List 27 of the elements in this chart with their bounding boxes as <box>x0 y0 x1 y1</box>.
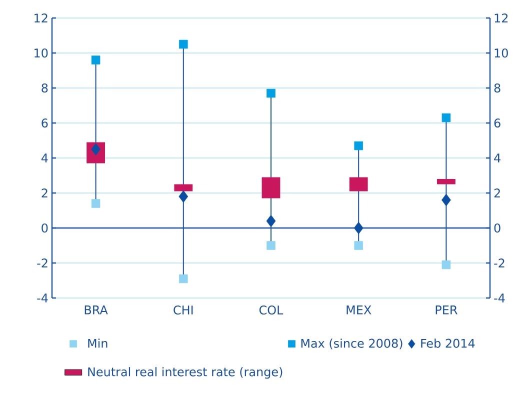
y2-tick-label: 2 <box>494 188 500 198</box>
y2-tick-label: 12 <box>494 14 508 22</box>
legend-label: Feb 2014 <box>421 338 475 348</box>
y2-tick-label: 10 <box>494 48 508 58</box>
y-tick-label: 6 <box>42 118 48 128</box>
x-tick-label: MEX <box>346 306 372 314</box>
y-tick-label: 0 <box>42 223 48 233</box>
legend-label: Max (since 2008) <box>301 338 402 350</box>
y-tick-label: 8 <box>42 83 48 93</box>
y2-tick-label: 8 <box>494 83 500 93</box>
x-tick-label: BRA <box>84 306 108 314</box>
y-tick-label: 2 <box>42 188 48 198</box>
x-tick-label: COL <box>259 306 284 315</box>
y-tick-label: 4 <box>41 154 48 162</box>
y-tick-label: -2 <box>37 258 48 268</box>
legend-label: Neutral real interest rate (range) <box>88 367 282 379</box>
x-tick-label: CHI <box>174 306 193 315</box>
y2-tick-label: -4 <box>494 294 505 302</box>
y-tick-label: 12 <box>34 14 48 22</box>
legend-label: Min <box>88 338 108 348</box>
y-tick-label: 10 <box>34 48 48 58</box>
y-tick-label: -4 <box>37 294 48 302</box>
y2-tick-label: 4 <box>494 154 500 162</box>
y2-tick-label: 0 <box>494 223 500 233</box>
y2-tick-label: -2 <box>494 258 504 268</box>
x-tick-label: PER <box>436 306 458 314</box>
y2-tick-label: 6 <box>494 118 500 128</box>
